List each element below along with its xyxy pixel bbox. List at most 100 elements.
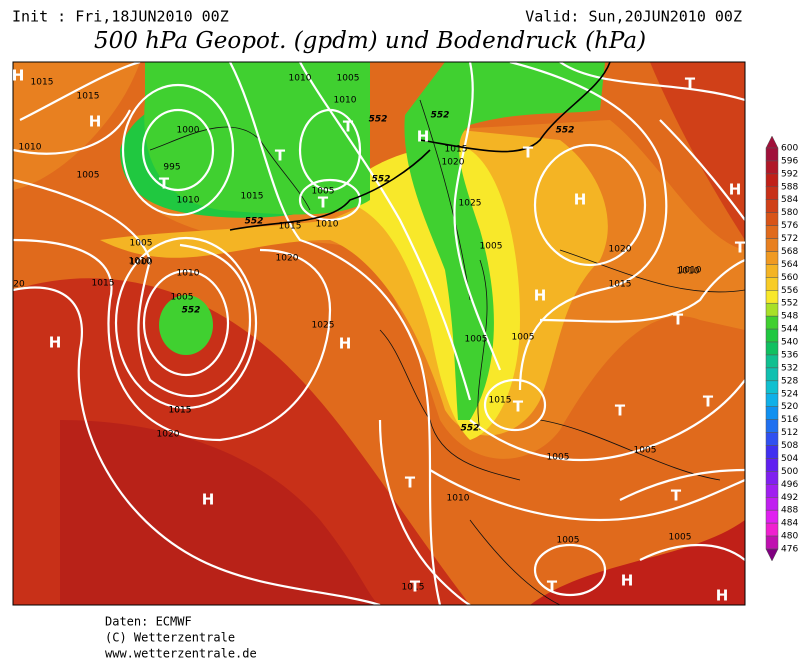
legend-label: 528 [781, 376, 798, 386]
legend-swatch [765, 458, 779, 472]
map-frame [12, 61, 746, 606]
legend-swatch [765, 251, 779, 265]
isobar-label: 1000 [130, 258, 153, 268]
isobar-label: 1025 [312, 321, 335, 331]
legend-swatch [765, 173, 779, 188]
pressure-center: H [534, 287, 547, 305]
legend-swatch [765, 147, 779, 162]
legend-label: 512 [781, 428, 798, 438]
isobar-label: 1010 [129, 257, 152, 267]
legend-swatch [765, 535, 779, 550]
map-field [13, 62, 745, 605]
isobar-label: 1015 [92, 279, 115, 289]
footer-line: (C) Wetterzentrale [105, 631, 235, 645]
contour-label: 552 [182, 306, 201, 316]
legend-label: 600 [781, 144, 798, 154]
init-time: Init : Fri,18JUN2010 00Z [12, 8, 229, 26]
legend-swatch [765, 264, 779, 278]
pressure-center: H [49, 334, 62, 352]
legend-arrow [765, 135, 779, 149]
legend-swatch [765, 225, 779, 239]
pressure-center: H [12, 67, 25, 85]
legend-swatch [765, 341, 779, 356]
isobar-label: 1005 [480, 242, 503, 252]
legend-label: 520 [781, 402, 798, 412]
isobar-label: 1010 [447, 494, 470, 504]
legend-swatch [765, 406, 779, 420]
legend-arrow [765, 548, 779, 562]
legend-swatch [765, 277, 779, 291]
isobar-label: 1005 [465, 335, 488, 345]
isobar-label: 1015 [489, 396, 512, 406]
isobar-label: 1005 [312, 187, 335, 197]
isobar-label: 1010 [19, 143, 42, 153]
isobar-label: 1020 [609, 245, 632, 255]
isobar-label: 1005 [512, 333, 535, 343]
legend-label: 476 [781, 545, 798, 555]
isobar-label: 1025 [459, 199, 482, 209]
map-title: 500 hPa Geopot. (gpdm) und Bodendruck (h… [94, 28, 646, 54]
isobar-label: 1015 [31, 78, 54, 88]
legend-swatch [765, 471, 779, 485]
isobar-label: 1015 [402, 583, 425, 593]
isobar-label: 1010 [334, 96, 357, 106]
legend-label: 508 [781, 441, 798, 451]
pressure-center: H [339, 335, 352, 353]
isobar-label: 20 [13, 280, 25, 290]
legend-label: 548 [781, 312, 798, 322]
isobar-label: 1005 [557, 536, 580, 546]
isobar-label: 1005 [547, 453, 570, 463]
legend-swatch [765, 160, 779, 175]
pressure-center: T [159, 175, 170, 193]
contour-label: 552 [369, 115, 388, 125]
isobar-label: 1010 [316, 220, 339, 230]
legend-label: 568 [781, 247, 798, 257]
pressure-center: T [671, 487, 682, 505]
isobar-label: 1005 [130, 239, 153, 249]
legend-label: 516 [781, 415, 798, 425]
legend-swatch [765, 302, 779, 317]
isobar-label: 1020 [276, 254, 299, 264]
legend-label: 564 [781, 260, 798, 270]
legend-swatch [765, 367, 779, 382]
legend-label: 580 [781, 208, 798, 218]
legend-swatch [765, 238, 779, 252]
legend-label: 524 [781, 389, 798, 399]
legend-label: 596 [781, 156, 798, 166]
legend-swatch [765, 186, 779, 200]
legend-label: 480 [781, 532, 798, 542]
legend-label: 592 [781, 169, 798, 179]
legend-swatch [765, 432, 779, 446]
footer-line: Daten: ECMWF [105, 615, 192, 629]
legend-swatch [765, 290, 779, 304]
legend-label: 532 [781, 363, 798, 373]
pressure-center: T [685, 75, 696, 93]
isobar-label: 1010 [679, 266, 702, 276]
legend-swatch [765, 328, 779, 343]
isobar-label: 1015 [279, 222, 302, 232]
legend-swatch [765, 212, 779, 226]
pressure-center: H [417, 128, 430, 146]
valid-time: Valid: Sun,20JUN2010 00Z [525, 8, 742, 26]
legend-label: 484 [781, 519, 798, 529]
isobar-label: 1020 [157, 430, 180, 440]
legend-label: 504 [781, 454, 798, 464]
isobar-label: 1000 [177, 126, 200, 136]
legend-swatch [765, 497, 779, 511]
legend-label: 552 [781, 299, 798, 309]
isobar-label: 995 [163, 163, 180, 173]
pressure-center: T [275, 147, 286, 165]
pressure-center: H [202, 491, 215, 509]
isobar-label: 1010 [289, 74, 312, 84]
legend-label: 588 [781, 182, 798, 192]
map-labels: 1015 1015 1010 1005 1000 995 1010 1015 1010 1005 1… [12, 67, 746, 605]
isobar-label: 1015 [609, 280, 632, 290]
legend-swatch [765, 445, 779, 459]
legend-label: 572 [781, 234, 798, 244]
legend-swatch [765, 522, 779, 537]
isobar-label: 1005 [669, 533, 692, 543]
pressure-center: T [405, 474, 416, 492]
pressure-center: T [513, 398, 524, 416]
isobar-label: 1015 [77, 92, 100, 102]
